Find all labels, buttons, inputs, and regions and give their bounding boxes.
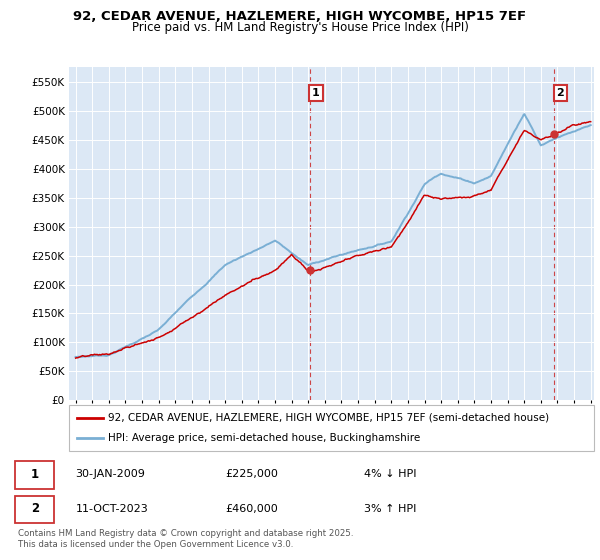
- Text: 11-OCT-2023: 11-OCT-2023: [76, 503, 148, 514]
- Text: £460,000: £460,000: [226, 503, 278, 514]
- Text: Contains HM Land Registry data © Crown copyright and database right 2025.
This d: Contains HM Land Registry data © Crown c…: [18, 529, 353, 549]
- Text: 92, CEDAR AVENUE, HAZLEMERE, HIGH WYCOMBE, HP15 7EF: 92, CEDAR AVENUE, HAZLEMERE, HIGH WYCOMB…: [73, 10, 527, 23]
- Text: 4% ↓ HPI: 4% ↓ HPI: [364, 469, 416, 479]
- Text: 2: 2: [556, 88, 564, 98]
- Text: Price paid vs. HM Land Registry's House Price Index (HPI): Price paid vs. HM Land Registry's House …: [131, 21, 469, 34]
- Text: 1: 1: [312, 88, 320, 98]
- Text: HPI: Average price, semi-detached house, Buckinghamshire: HPI: Average price, semi-detached house,…: [109, 433, 421, 444]
- Text: 30-JAN-2009: 30-JAN-2009: [76, 469, 145, 479]
- FancyBboxPatch shape: [15, 461, 54, 489]
- Text: 1: 1: [31, 468, 39, 481]
- Text: £225,000: £225,000: [226, 469, 278, 479]
- Text: 92, CEDAR AVENUE, HAZLEMERE, HIGH WYCOMBE, HP15 7EF (semi-detached house): 92, CEDAR AVENUE, HAZLEMERE, HIGH WYCOMB…: [109, 413, 550, 423]
- Text: 2: 2: [31, 502, 39, 515]
- FancyBboxPatch shape: [69, 405, 594, 451]
- FancyBboxPatch shape: [15, 496, 54, 523]
- Text: 3% ↑ HPI: 3% ↑ HPI: [364, 503, 416, 514]
